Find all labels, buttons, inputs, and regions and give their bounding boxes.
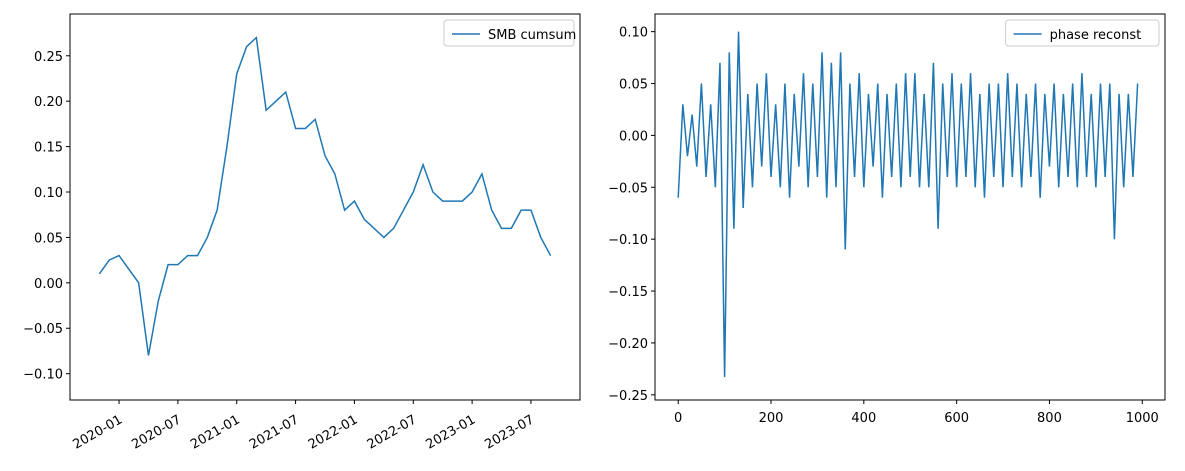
axes-frame	[69, 13, 581, 401]
y-tick-label: 0.00	[34, 277, 63, 292]
y-tick-label: 0.20	[34, 95, 63, 110]
x-tick-label: 200	[759, 411, 784, 426]
y-tick-label: −0.10	[608, 233, 648, 248]
y-tick-label: −0.05	[23, 322, 63, 337]
y-tick-label: −0.25	[608, 389, 648, 404]
x-tick-label: 2022-07	[365, 412, 420, 452]
x-tick-label: 800	[1037, 411, 1062, 426]
y-tick-label: −0.15	[608, 285, 648, 300]
y-tick-label: 0.10	[619, 26, 648, 41]
x-tick-label: 2023-01	[424, 412, 479, 452]
y-tick-label: −0.20	[608, 337, 648, 352]
y-tick-label: 0.10	[34, 186, 63, 201]
y-tick-label: 0.05	[619, 78, 648, 93]
y-tick-label: 0.25	[34, 50, 63, 65]
y-tick-label: −0.05	[608, 181, 648, 196]
y-tick-label: 0.05	[34, 231, 63, 246]
x-tick-label: 2020-07	[129, 412, 184, 452]
y-tick-label: −0.10	[23, 368, 63, 383]
y-tick-label: 0.00	[619, 129, 648, 144]
x-tick-label: 2021-07	[247, 412, 302, 452]
legend-label: SMB cumsum	[488, 28, 576, 43]
y-tick-label: 0.15	[34, 141, 63, 156]
x-tick-label: 600	[944, 411, 969, 426]
data-line	[677, 31, 1139, 378]
x-tick-label: 2020-01	[70, 412, 125, 452]
x-tick-label: 2022-01	[306, 412, 361, 452]
x-tick-label: 1000	[1126, 411, 1159, 426]
x-tick-label: 2023-07	[482, 412, 537, 452]
x-tick-label: 0	[674, 411, 682, 426]
x-tick-label: 2021-01	[188, 412, 243, 452]
data-line	[98, 36, 552, 356]
legend-label: phase reconst	[1050, 28, 1142, 43]
x-tick-label: 400	[851, 411, 876, 426]
axes-frame	[654, 13, 1166, 401]
legend-box	[443, 19, 575, 47]
legend-box	[1005, 19, 1160, 47]
